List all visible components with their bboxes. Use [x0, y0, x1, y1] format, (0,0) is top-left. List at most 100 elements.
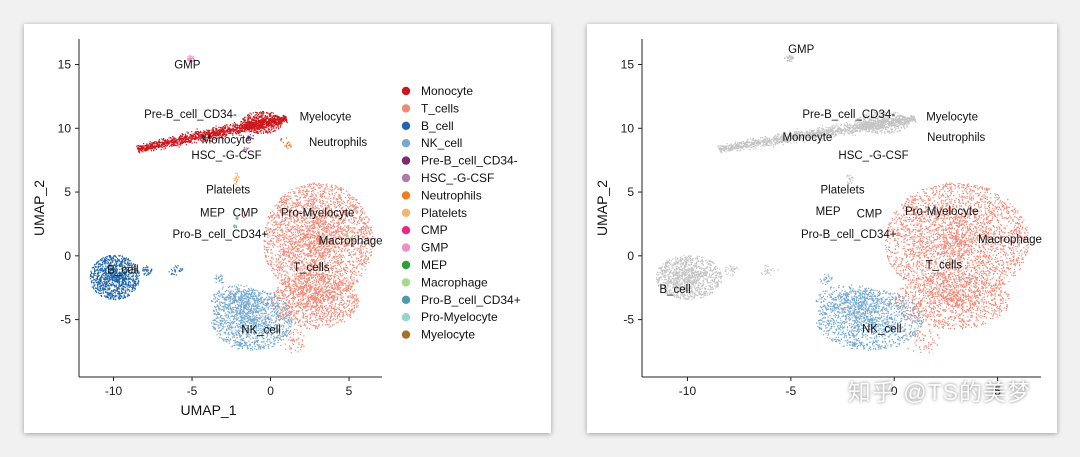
data-point	[272, 121, 275, 123]
data-point	[348, 193, 350, 195]
data-point	[295, 209, 297, 211]
data-point	[318, 216, 321, 218]
data-point	[308, 234, 310, 236]
data-point	[197, 134, 199, 136]
data-point	[313, 216, 315, 218]
data-point	[266, 121, 268, 123]
data-point	[363, 236, 365, 238]
data-point	[312, 234, 315, 236]
data-point	[274, 116, 276, 118]
data-point	[274, 274, 276, 276]
data-point	[365, 255, 367, 257]
data-point	[311, 198, 313, 200]
data-point	[344, 229, 346, 231]
data-point	[275, 120, 277, 122]
data-point	[358, 260, 360, 262]
data-point	[281, 270, 283, 272]
data-point	[312, 190, 314, 192]
data-point	[254, 118, 256, 120]
data-point	[266, 224, 268, 226]
data-point	[350, 276, 352, 278]
data-point	[352, 204, 354, 206]
data-point	[327, 262, 329, 264]
data-point	[172, 135, 174, 138]
data-point	[297, 254, 299, 256]
data-point	[255, 112, 257, 114]
data-point	[312, 182, 314, 184]
data-point	[273, 130, 275, 132]
data-point	[325, 197, 327, 199]
data-point	[348, 209, 351, 211]
data-point	[347, 208, 349, 210]
data-point	[262, 125, 264, 127]
data-point	[362, 245, 364, 248]
data-point	[356, 201, 358, 203]
data-point	[306, 235, 308, 237]
data-point	[287, 205, 289, 207]
data-point	[265, 233, 267, 235]
data-point	[248, 116, 250, 119]
data-point	[211, 130, 213, 132]
data-point	[262, 131, 265, 133]
data-point	[364, 258, 366, 260]
data-point	[321, 220, 323, 222]
data-point	[255, 117, 257, 119]
data-point	[274, 120, 276, 122]
data-point	[309, 236, 311, 238]
data-point	[330, 221, 332, 223]
data-point	[327, 215, 329, 217]
data-point	[353, 240, 355, 242]
data-point	[158, 144, 160, 146]
data-point	[342, 203, 344, 205]
data-point	[140, 150, 142, 152]
data-point	[140, 149, 142, 151]
data-point	[316, 266, 318, 268]
data-point	[270, 228, 272, 230]
data-point	[291, 245, 293, 247]
data-point	[318, 224, 320, 226]
data-point	[353, 270, 356, 272]
data-point	[179, 142, 181, 144]
data-point	[336, 206, 338, 208]
data-point	[289, 278, 291, 280]
data-point	[280, 209, 282, 211]
data-point	[298, 204, 300, 206]
data-point	[304, 238, 306, 240]
data-point	[295, 261, 297, 263]
data-point	[282, 236, 284, 239]
data-point	[328, 211, 330, 213]
data-point	[154, 146, 156, 148]
data-point	[311, 268, 313, 271]
data-point	[271, 256, 273, 258]
data-point	[151, 145, 153, 147]
data-point	[297, 278, 299, 280]
data-point	[294, 253, 296, 255]
data-point	[303, 276, 305, 278]
data-point	[276, 124, 278, 126]
data-point	[277, 241, 279, 243]
data-point	[181, 142, 183, 144]
data-point	[274, 221, 276, 223]
data-point	[266, 131, 268, 133]
data-point	[195, 136, 197, 138]
data-point	[315, 233, 317, 235]
data-point	[319, 256, 322, 258]
data-point	[310, 251, 312, 253]
data-point	[321, 252, 323, 254]
data-point	[304, 257, 306, 259]
data-point	[308, 243, 311, 245]
data-point	[340, 282, 342, 284]
data-point	[344, 288, 346, 290]
data-point	[141, 150, 143, 152]
data-point	[282, 264, 284, 266]
data-point	[156, 144, 158, 146]
data-point	[234, 129, 236, 131]
data-point	[336, 198, 338, 200]
data-point	[318, 231, 320, 233]
data-point	[322, 268, 324, 270]
data-point	[309, 271, 311, 273]
data-point	[314, 292, 316, 294]
data-point	[298, 248, 300, 250]
data-point	[245, 128, 247, 130]
data-point	[293, 270, 295, 272]
